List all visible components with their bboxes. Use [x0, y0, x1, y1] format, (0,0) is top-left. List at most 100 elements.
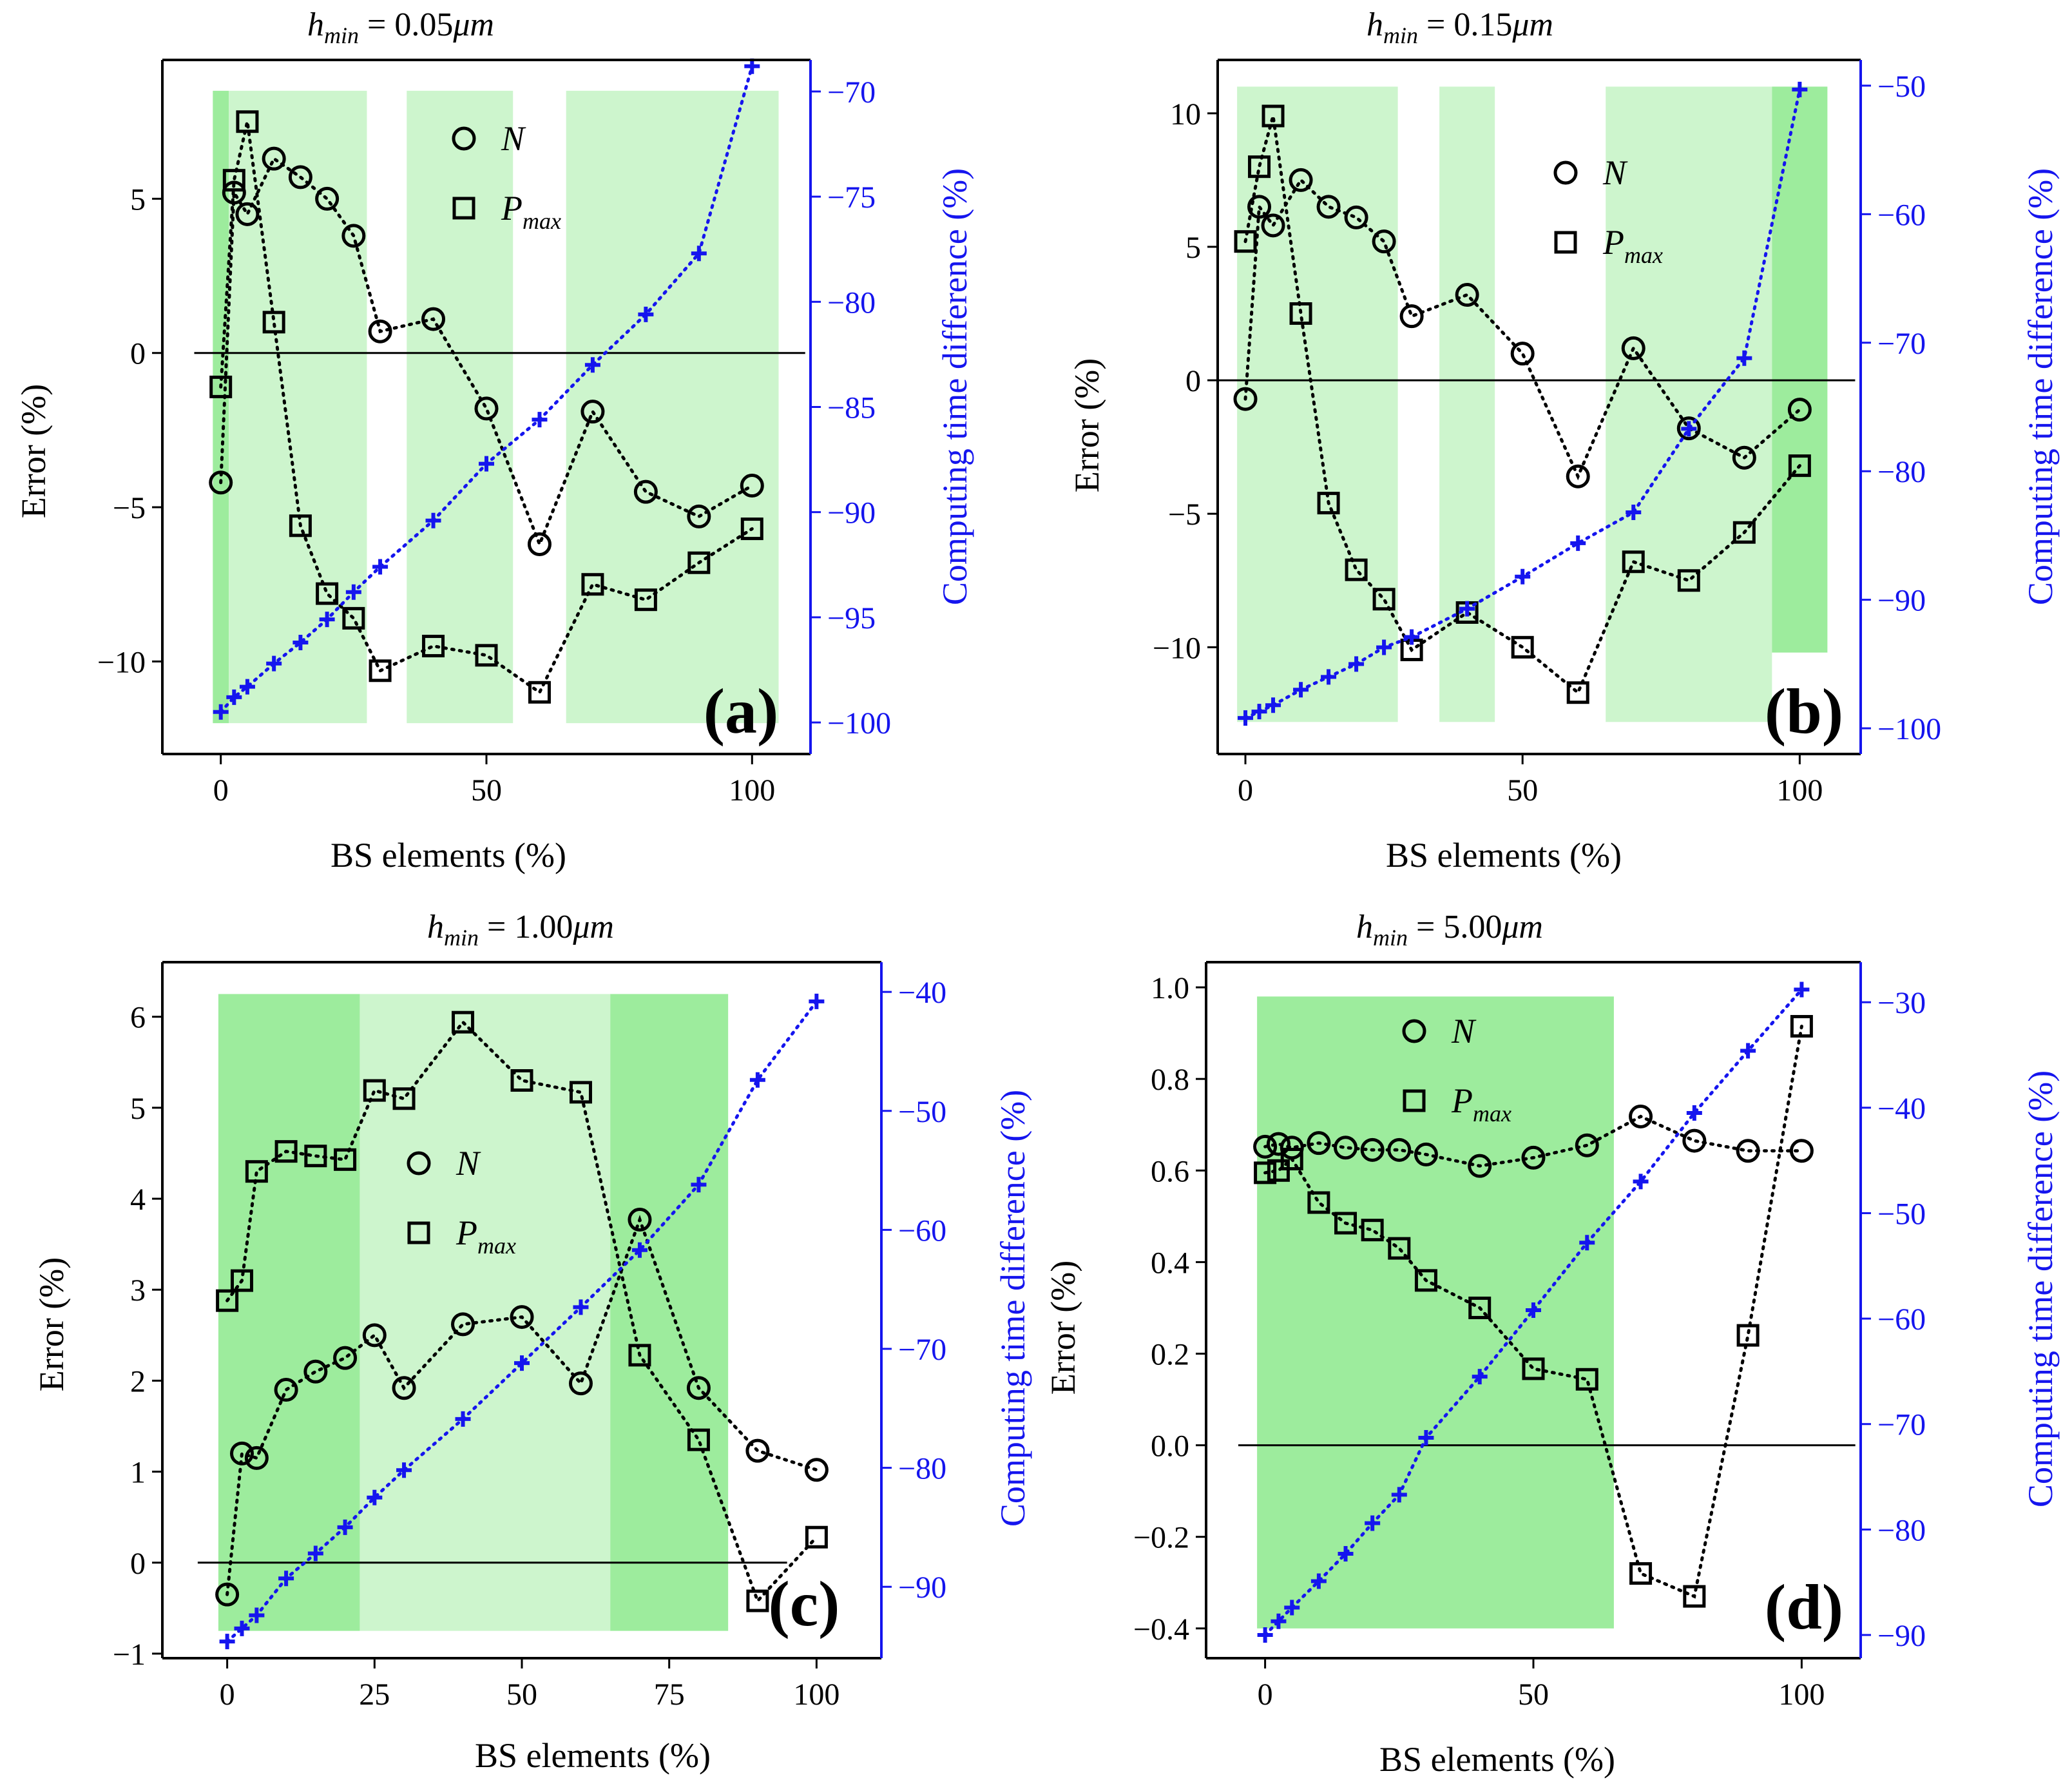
panel-d-square-point-9	[1522, 1357, 1545, 1380]
panel-a-series-plus	[213, 58, 760, 720]
panel-a-circle-point-7	[368, 319, 392, 343]
panel-d-y2tick-label-2: −70	[1877, 1408, 1926, 1442]
panel-d-square-point-0	[1254, 1161, 1277, 1185]
panel-c-series-plus	[219, 993, 825, 1650]
panel-d-legend-label-0: N	[1451, 1012, 1477, 1050]
panel-b-shade-band-1	[1439, 86, 1495, 722]
panel-c-shade-band-2	[610, 994, 729, 1631]
panel-c-circle-point-6	[362, 1323, 387, 1348]
panel-b-series-circle	[1233, 168, 1812, 488]
panel-c-plus-point-14	[809, 993, 825, 1009]
panel-d-circle-point-12	[1682, 1128, 1707, 1153]
panel-b-xtick-label-2: 100	[1776, 773, 1823, 807]
panel-b-ytick-label-3: 5	[1185, 231, 1201, 265]
panel-b-legend-circle-icon	[1553, 160, 1578, 185]
panel-a-square-point-6	[342, 606, 365, 630]
panel-c-xtick-label-2: 50	[506, 1678, 537, 1712]
panel-d-y2tick-label-3: −60	[1877, 1302, 1926, 1337]
panel-c-circle-point-11	[628, 1208, 652, 1232]
panel-c-ylabel: Error (%)	[32, 1257, 71, 1391]
panel-d-circle-point-10	[1575, 1133, 1599, 1157]
panel-c-shade-band-1	[360, 994, 611, 1631]
panel-d-series-square	[1254, 1014, 1813, 1608]
panel-a-xtick-label-1: 50	[471, 773, 502, 807]
panel-d-letter: (d)	[1765, 1571, 1843, 1643]
panel-b-circle-point-11	[1621, 336, 1645, 360]
panel-d-legend-square-icon	[1403, 1089, 1426, 1112]
panel-b-circle-point-6	[1372, 229, 1396, 254]
panel-d-plus-point-10	[1579, 1235, 1595, 1251]
panel-a-plus-point-12	[638, 306, 654, 322]
panel-b-series-square	[1234, 104, 1811, 704]
panel-b-circle-point-14	[1787, 398, 1812, 422]
panel-d-ytick-label-0: −0.4	[1133, 1612, 1189, 1647]
panel-c-square-point-10	[569, 1081, 592, 1104]
panel-d-circle-point-9	[1521, 1145, 1546, 1170]
panel-d-circle-point-7	[1414, 1142, 1438, 1166]
panel-d-circle-point-13	[1736, 1139, 1760, 1163]
panel-d-circle-point-0	[1253, 1134, 1278, 1159]
panel-b-plus-point-2	[1265, 697, 1281, 713]
panel-c-ytick-label-2: 1	[130, 1456, 146, 1490]
panel-a-plus-point-8	[425, 512, 441, 528]
panel-a-circle-point-13	[687, 504, 711, 528]
panel-c-square-point-13	[746, 1589, 769, 1612]
panel-c-series-circle	[215, 1208, 829, 1607]
panel-b-square-point-1	[1248, 155, 1271, 179]
panel-d-square-point-14	[1790, 1014, 1813, 1038]
panel-d-title: hmin = 5.00μm	[1356, 909, 1543, 951]
panel-d-y2tick-label-6: −30	[1877, 986, 1926, 1020]
panel-d-ytick-label-7: 1.0	[1151, 971, 1189, 1005]
panel-b-square-point-2	[1261, 104, 1285, 128]
panel-a-xtick-label-2: 100	[729, 773, 775, 807]
panel-c-plus-point-3	[278, 1571, 294, 1587]
panel-c-ytick-label-3: 2	[130, 1364, 146, 1398]
panel-b-plus-point-7	[1404, 629, 1420, 645]
panel-d-square-point-1	[1267, 1159, 1290, 1182]
panel-c-title: hmin = 1.00μm	[427, 909, 614, 951]
panel-c-plus-point-11	[631, 1242, 648, 1258]
panel-c-circle-point-14	[804, 1458, 829, 1482]
panel-a-circle-point-1	[222, 180, 246, 205]
panel-d-plus-point-5	[1365, 1515, 1381, 1531]
panel-c-y2tick-label-5: −40	[898, 976, 946, 1010]
panel-c-circle-point-10	[568, 1371, 593, 1396]
panel-c-series-circle-line	[225, 1215, 818, 1596]
panel-c-square-point-4	[304, 1145, 327, 1168]
panel-b-plus-point-10	[1570, 535, 1586, 551]
panel-a-plus-point-7	[372, 559, 388, 575]
panel-c-y2label: Computing time difference (%)	[993, 1090, 1032, 1527]
panel-a-plus-point-0	[213, 704, 229, 720]
panel-b-ytick-label-4: 10	[1170, 97, 1201, 131]
panel-a-ytick-label-3: 5	[130, 182, 146, 217]
panel-b-legend-label-0: N	[1602, 153, 1628, 192]
panel-a-legend-square-icon	[452, 197, 475, 220]
panel-d-plus-point-3	[1310, 1573, 1327, 1589]
panel-c-square-point-5	[334, 1148, 357, 1171]
panel-d-ylabel: Error (%)	[1044, 1261, 1082, 1395]
panel-b-square-point-9	[1511, 635, 1534, 659]
panel-b-plus-point-5	[1348, 656, 1365, 672]
panel-b-square-point-3	[1289, 302, 1312, 325]
panel-c-square-point-7	[392, 1087, 416, 1110]
panel-c-square-point-9	[510, 1069, 533, 1092]
panel-d-series-plus	[1257, 982, 1810, 1643]
panel-c-shading	[218, 994, 729, 1631]
panel-c-plus-point-1	[234, 1620, 250, 1636]
panel-b-shade-band-3	[1772, 86, 1828, 653]
panel-c-square-point-0	[216, 1289, 239, 1312]
panel-a-plus-point-2	[239, 679, 255, 695]
panel-b-xtick-label-0: 0	[1238, 773, 1253, 807]
panel-d-y2tick-label-4: −50	[1877, 1197, 1926, 1231]
panel-d-plus-point-11	[1633, 1174, 1649, 1190]
panel-b-legend-square-icon	[1554, 231, 1577, 254]
panel-c-series-square	[216, 1011, 828, 1612]
panel-c-plus-point-4	[307, 1545, 323, 1562]
panel-a-ytick-label-0: −10	[97, 645, 146, 679]
panel-a-circle-point-10	[527, 532, 552, 557]
panel-d-plus-point-9	[1526, 1302, 1541, 1318]
panel-d-shade-band-0	[1257, 996, 1614, 1629]
panel-c-ytick-label-5: 4	[130, 1183, 146, 1217]
panel-c-circle-point-0	[215, 1582, 240, 1607]
